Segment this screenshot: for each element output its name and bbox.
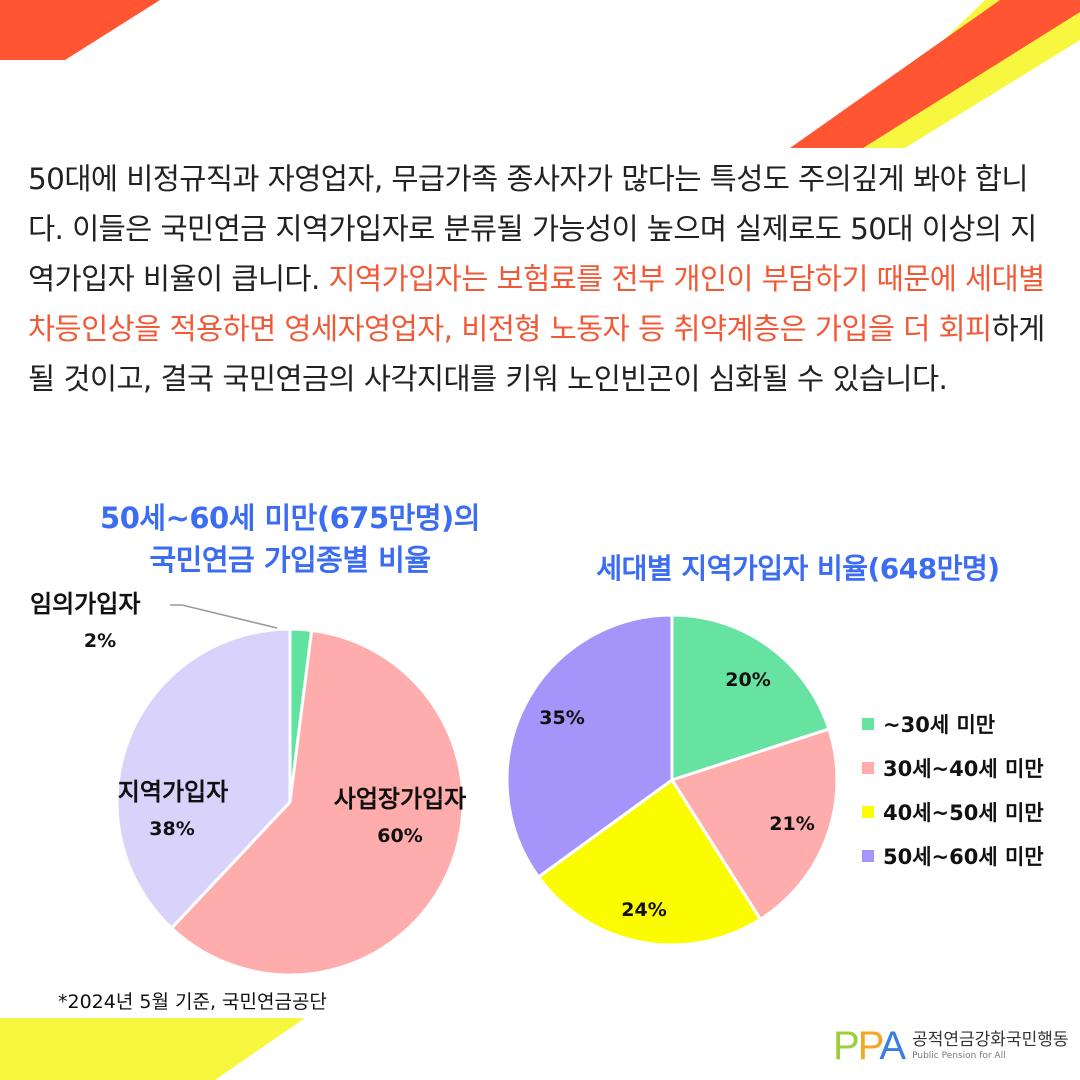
ppa-logo: PPA 공적연금강화국민행동 Public Pension for All	[833, 1026, 1069, 1066]
slice-label-regional: 지역가입자	[117, 778, 229, 806]
legend-label: ~30세 미만	[883, 713, 996, 737]
legend-item-50to60: 50세~60세 미만	[862, 834, 1044, 878]
slice-pct-optional: 2%	[83, 630, 117, 652]
slice-pct-30to40: 21%	[769, 813, 815, 835]
pie-slice-under30	[670, 613, 831, 783]
paragraph-text-2: 하게 될 것이고, 결국 국민연금의 사각지대를 키워 노인빈곤이 심화될 수 …	[28, 312, 1045, 396]
pie-slice-50to60	[505, 613, 674, 880]
source-note: *2024년 5월 기준, 국민연금공단	[58, 991, 327, 1013]
stripe-top-left	[0, 0, 160, 60]
legend-swatch	[862, 850, 874, 862]
chart2-legend: ~30세 미만 30세~40세 미만 40세~50세 미만 50세~60세 미만	[862, 702, 1044, 878]
legend-item-40to50: 40세~50세 미만	[862, 790, 1044, 834]
pie-slice-workplace	[169, 628, 465, 977]
legend-item-30to40: 30세~40세 미만	[862, 746, 1044, 790]
logo-text: 공적연금강화국민행동 Public Pension for All	[912, 1030, 1068, 1062]
slice-label-optional: 임의가입자	[30, 590, 141, 618]
slice-pct-under30: 20%	[725, 669, 771, 691]
legend-label: 50세~60세 미만	[883, 845, 1044, 869]
stripe-top-right-orange	[790, 0, 1080, 148]
paragraph-text-1: 50대에 비정규직과 자영업자, 무급가족 종사자가 많다는 특성도 주의깊게 …	[28, 162, 1037, 296]
body-paragraph: 50대에 비정규직과 자영업자, 무급가족 종사자가 많다는 특성도 주의깊게 …	[28, 154, 1058, 404]
chart2-title: 세대별 지역가입자 비율(648만명)	[596, 552, 1000, 585]
chart1-title-line2: 국민연금 가입종별 비율	[149, 543, 432, 577]
pie-slice-regional	[115, 627, 292, 931]
stripe-bottom-left-band	[0, 1018, 305, 1080]
legend-item-under30: ~30세 미만	[862, 702, 1044, 746]
logo-mark: PPA	[833, 1024, 906, 1068]
legend-swatch	[862, 762, 874, 774]
legend-swatch	[862, 806, 874, 818]
legend-label: 40세~50세 미만	[883, 801, 1044, 825]
chart1-title-line1: 50세~60세 미만(675만명)의	[100, 501, 480, 535]
logo-name: 공적연금강화국민행동	[912, 1030, 1069, 1050]
slice-pct-50to60: 35%	[539, 707, 585, 729]
leader-line-optional-subscriber	[170, 604, 278, 629]
legend-swatch	[862, 718, 874, 730]
slice-label-workplace: 사업장가입자	[333, 785, 467, 813]
slice-pct-workplace: 60%	[377, 825, 423, 847]
slice-pct-40to50: 24%	[621, 899, 667, 921]
pie-slice-30to40	[669, 727, 839, 922]
pie-slice-40to50	[536, 777, 763, 947]
paragraph-highlight: 지역가입자는 보험료를 전부 개인이 부담하기 때문에 세대별 차등인상을 적용…	[28, 262, 1045, 346]
slice-pct-regional: 38%	[149, 818, 195, 840]
logo-subtitle: Public Pension for All	[912, 1051, 1006, 1061]
chart1-title: 50세~60세 미만(675만명)의 국민연금 가입종별 비율	[55, 497, 525, 581]
legend-label: 30세~40세 미만	[883, 757, 1044, 781]
